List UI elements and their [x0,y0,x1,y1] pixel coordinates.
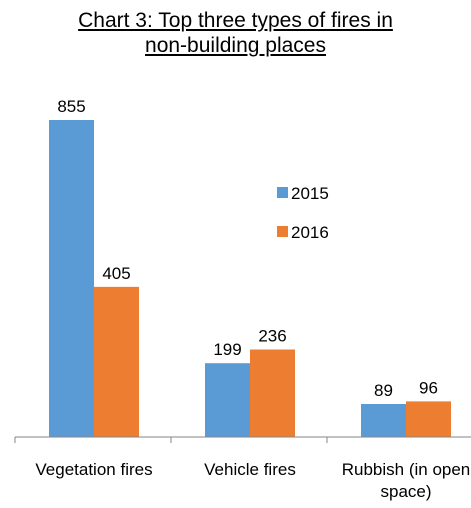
title-text: Chart 3: Top three types of fires in non… [78,9,393,57]
data-label: 199 [213,340,241,359]
x-tick-label: Rubbish (in open space) [341,460,471,501]
x-tick-label: Vehicle fires [204,460,296,479]
bar [406,401,451,437]
bar [205,363,250,437]
bar [250,349,295,437]
x-tick-label: Vegetation fires [35,460,153,479]
data-label: 855 [57,97,85,116]
bar [49,120,94,437]
legend-label: 2015 [291,184,329,203]
data-label: 405 [102,264,130,283]
legend-label: 2016 [291,223,329,242]
data-label: 236 [258,327,286,346]
legend-swatch [277,187,288,198]
data-label: 96 [419,378,438,397]
chart-title: Chart 3: Top three types of fires in non… [0,8,471,58]
bar [94,286,139,437]
legend-swatch [277,226,288,237]
data-label: 89 [374,381,393,400]
bar [361,404,406,437]
